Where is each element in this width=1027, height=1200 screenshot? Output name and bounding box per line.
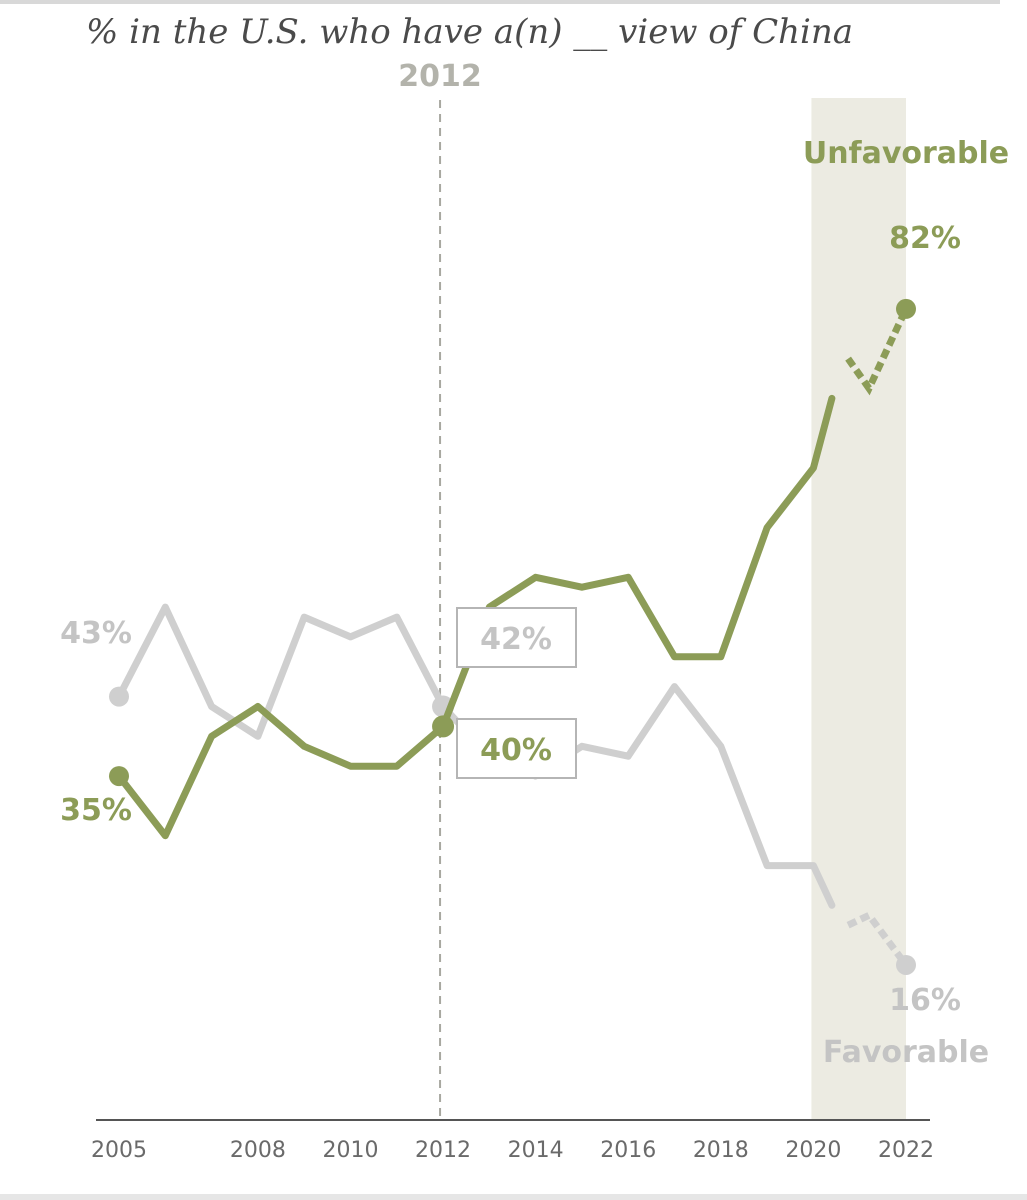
unfavorable-series-label: Unfavorable — [803, 136, 1009, 171]
favorable-dashed-line — [846, 910, 909, 968]
x-tick-label-2012: 2012 — [415, 1138, 471, 1163]
unfavorable-end-label: 82% — [889, 221, 961, 256]
favorable-start-label: 43% — [60, 616, 132, 651]
unfavorable-highlight-box — [456, 718, 577, 779]
unfavorable-highlight-label: 40% — [480, 733, 552, 768]
chart-title: % in the U.S. who have a(n) __ view of C… — [86, 12, 854, 52]
unfavorable-dashed-line — [845, 307, 910, 396]
favorable-highlight-label: 42% — [480, 622, 552, 657]
unfavorable-start-label: 35% — [60, 793, 132, 828]
x-tick-label-2016: 2016 — [600, 1138, 656, 1163]
favorable-highlight-box — [456, 607, 577, 668]
bottom-divider — [0, 1194, 1027, 1200]
x-tick-label-2010: 2010 — [322, 1138, 378, 1163]
x-tick-label-2018: 2018 — [693, 1138, 749, 1163]
x-tick-label-2008: 2008 — [230, 1138, 286, 1163]
top-divider — [0, 0, 1000, 4]
x-tick-label-2005: 2005 — [91, 1138, 147, 1163]
x-tick-label-2020: 2020 — [785, 1138, 841, 1163]
x-tick-label-2014: 2014 — [508, 1138, 564, 1163]
x-tick-label-2022: 2022 — [878, 1138, 934, 1163]
highlight-year-label: 2012 — [398, 59, 482, 94]
favorable-series-label: Favorable — [823, 1035, 989, 1070]
favorable-start-point — [109, 686, 129, 707]
unfavorable-start-point — [109, 766, 129, 787]
favorable-end-point — [896, 954, 916, 975]
unfavorable-highlight-point — [432, 715, 455, 738]
favorable-end-label: 16% — [889, 983, 961, 1018]
unfavorable-end-point — [896, 298, 916, 319]
